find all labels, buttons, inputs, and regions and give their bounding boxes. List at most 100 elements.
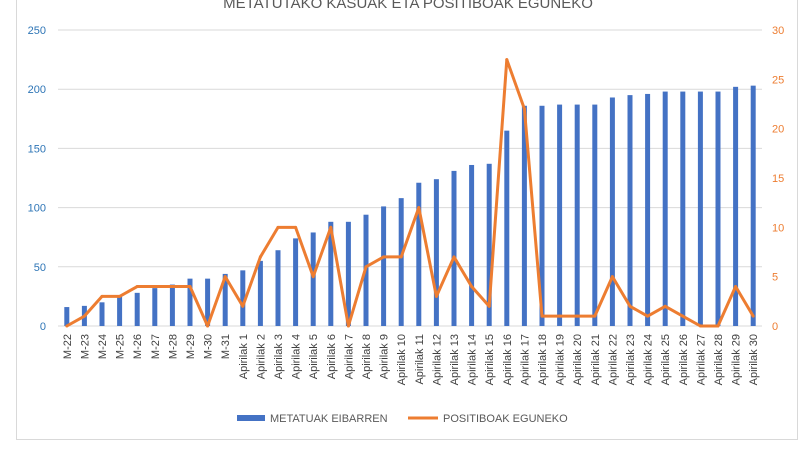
bar — [134, 292, 140, 326]
right-axis-tick-label: 5 — [772, 272, 778, 284]
x-axis-tick-label: Apirilak 20 — [572, 334, 584, 385]
bar — [99, 302, 105, 326]
bar — [574, 104, 580, 326]
bar — [345, 221, 351, 326]
x-axis-tick-label: Apirilak 28 — [713, 334, 725, 385]
x-axis-tick-label: M-28 — [167, 334, 179, 359]
line-point — [487, 304, 491, 308]
right-axis-tick-label: 0 — [772, 321, 778, 333]
line-point — [188, 285, 192, 289]
line-point — [505, 58, 509, 62]
line-point — [558, 314, 562, 318]
bar — [64, 307, 70, 326]
bar — [609, 97, 615, 326]
right-axis-tick-label: 15 — [772, 173, 784, 185]
bar — [662, 91, 668, 327]
bar — [592, 104, 598, 326]
bar-series — [64, 85, 756, 327]
x-axis-tick-label: M-31 — [220, 334, 232, 359]
line-point — [399, 255, 403, 259]
bar — [697, 91, 703, 327]
left-axis-labels: 0 50 100 150 200 250 — [28, 25, 46, 333]
left-axis-tick-label: 150 — [28, 143, 46, 155]
line-point — [522, 107, 526, 111]
x-axis-labels: M-22 M-23 M-24 M-25 M-26 M-27 M-28 M-29 M-30 M-31… — [62, 334, 760, 385]
left-axis-tick-label: 50 — [34, 262, 46, 274]
right-axis-tick-label: 20 — [772, 124, 784, 136]
x-axis-tick-label: Apirilak 8 — [361, 334, 373, 379]
left-axis-tick-label: 0 — [40, 321, 46, 333]
left-axis-tick-label: 250 — [28, 25, 46, 37]
line-point — [153, 285, 157, 289]
x-axis-tick-label: Apirilak 29 — [731, 334, 743, 385]
bar — [257, 260, 263, 326]
line-point — [382, 255, 386, 259]
x-axis-tick-label: Apirilak 25 — [660, 334, 672, 385]
right-axis-tick-label: 25 — [772, 74, 784, 86]
bar — [222, 273, 228, 326]
x-axis-tick-label: Apirilak 27 — [695, 334, 707, 385]
x-axis-tick-label: M-26 — [132, 334, 144, 359]
line-point — [452, 255, 456, 259]
x-axis-tick-label: Apirilak 17 — [519, 334, 531, 385]
x-axis-tick-label: M-23 — [79, 334, 91, 359]
bar — [293, 238, 299, 326]
bar — [539, 105, 545, 326]
line-point — [646, 314, 650, 318]
bar — [187, 278, 193, 326]
line-point — [223, 275, 227, 279]
x-axis-tick-label: Apirilak 6 — [326, 334, 338, 379]
line-point — [294, 225, 298, 229]
bar — [328, 221, 334, 326]
x-axis-tick-label: Apirilak 14 — [467, 334, 479, 385]
line-point — [417, 206, 421, 210]
bar — [750, 85, 756, 326]
bar — [117, 296, 123, 326]
bar — [240, 270, 246, 326]
line-point — [751, 314, 755, 318]
line-point — [258, 255, 262, 259]
x-axis-tick-label: Apirilak 1 — [238, 334, 250, 379]
line-point — [100, 294, 104, 298]
x-axis-tick-label: Apirilak 26 — [678, 334, 690, 385]
x-axis-tick-label: M-27 — [150, 334, 162, 359]
bar — [451, 170, 457, 326]
line-point — [470, 285, 474, 289]
x-axis-tick-label: Apirilak 2 — [255, 334, 267, 379]
x-axis-tick-label: Apirilak 12 — [431, 334, 443, 385]
x-axis-tick-label: Apirilak 19 — [555, 334, 567, 385]
line-point — [65, 324, 69, 328]
line-path — [66, 58, 755, 328]
x-axis-tick-label: Apirilak 18 — [537, 334, 549, 385]
bar — [416, 182, 422, 326]
x-axis-tick-label: Apirilak 15 — [484, 334, 496, 385]
x-axis-tick-label: Apirilak 23 — [625, 334, 637, 385]
line-point — [734, 285, 738, 289]
gridlines — [58, 29, 762, 327]
line-point — [329, 225, 333, 229]
line-point — [628, 304, 632, 308]
bar — [275, 250, 281, 326]
x-axis-tick-label: M-29 — [185, 334, 197, 359]
line-point — [698, 324, 702, 328]
x-axis-tick-label: Apirilak 16 — [502, 334, 514, 385]
bar — [645, 93, 651, 326]
bar — [627, 95, 633, 327]
x-axis-tick-label: Apirilak 24 — [643, 334, 655, 385]
line-point — [575, 314, 579, 318]
x-axis-tick-label: Apirilak 13 — [449, 334, 461, 385]
x-axis-tick-label: Apirilak 21 — [590, 334, 602, 385]
bar — [381, 206, 387, 326]
x-axis-tick-label: M-25 — [115, 334, 127, 359]
x-axis-tick-label: M-24 — [97, 334, 109, 359]
line-series — [65, 58, 755, 328]
legend-bar-swatch — [237, 415, 265, 421]
line-point — [434, 294, 438, 298]
x-axis-tick-label: Apirilak 4 — [291, 334, 303, 379]
x-axis-tick-label: Apirilak 7 — [343, 334, 355, 379]
line-point — [593, 314, 597, 318]
bar — [310, 232, 316, 326]
left-axis-tick-label: 200 — [28, 84, 46, 96]
line-point — [610, 275, 614, 279]
